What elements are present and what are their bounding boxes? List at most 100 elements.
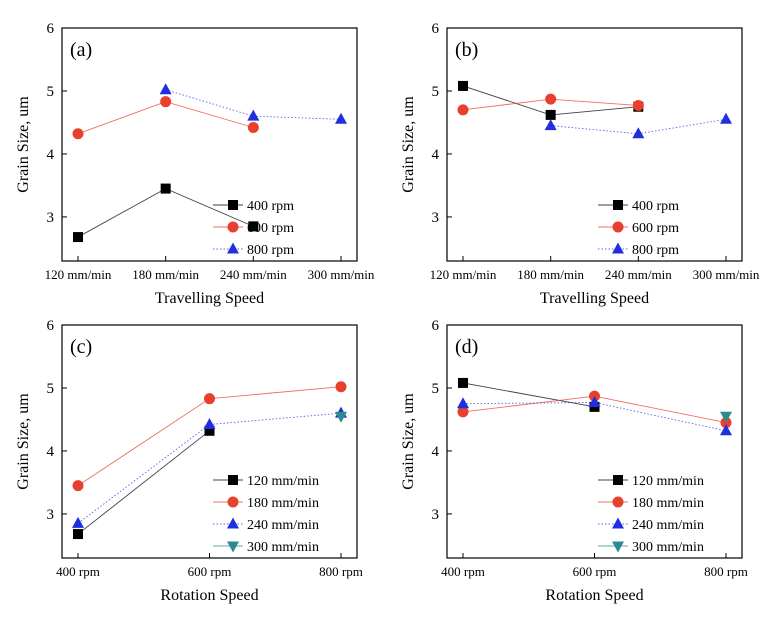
series-3	[457, 395, 732, 436]
legend-marker	[613, 475, 623, 485]
x-tick-label: 240 mm/min	[220, 267, 287, 282]
x-tick-label: 800 rpm	[319, 564, 363, 579]
legend-label: 120 mm/min	[632, 474, 704, 489]
series-line	[77, 430, 210, 535]
legend-marker	[227, 221, 239, 233]
y-axis-label: Grain Size, um	[400, 393, 417, 490]
y-tick-label: 3	[47, 507, 55, 523]
data-point	[720, 112, 732, 124]
legend-marker	[613, 200, 623, 210]
data-point	[588, 395, 601, 407]
series-4	[720, 411, 732, 423]
data-point	[457, 104, 469, 116]
data-point	[72, 516, 84, 528]
data-point	[458, 377, 468, 388]
series-3	[159, 83, 347, 124]
legend-label: 600 rpm	[247, 221, 294, 236]
y-tick-label: 5	[432, 381, 440, 397]
legend-marker	[612, 496, 624, 508]
legend-marker	[227, 242, 239, 254]
series-2	[72, 96, 259, 140]
chart-panel-2: 3 4 5 6 120 mm/min 180 mm/min 240 mm/min 300 mm…	[400, 21, 760, 307]
legend-label: 400 rpm	[247, 199, 294, 214]
panel-label: (b)	[455, 39, 478, 61]
data-point	[335, 381, 347, 393]
y-axis-label: Grain Size, um	[15, 393, 32, 490]
data-point	[457, 406, 469, 418]
data-point	[544, 119, 557, 131]
data-point	[632, 99, 644, 111]
data-point	[73, 529, 83, 540]
data-point	[545, 93, 557, 105]
x-tick-label: 600 rpm	[573, 564, 617, 579]
y-tick-label: 6	[47, 318, 55, 334]
series-3	[544, 112, 732, 139]
y-tick-label: 5	[432, 84, 440, 100]
legend-label: 600 rpm	[632, 221, 679, 236]
data-point	[160, 96, 172, 108]
chart-panel-4: 3 4 5 6 400 rpm 600 rpm 800 rpm Rotation Speed G…	[400, 318, 748, 604]
series-2	[457, 93, 644, 116]
y-tick-label: 3	[432, 210, 440, 226]
legend: 120 mm/min 180 mm/min 240 mm/min 300 mm/min	[213, 474, 319, 555]
x-tick-label: 120 mm/min	[430, 267, 497, 282]
data-point	[160, 183, 171, 194]
x-axis-label: Rotation Speed	[160, 587, 258, 604]
y-tick-label: 6	[432, 21, 440, 37]
y-tick-label: 3	[47, 210, 55, 226]
data-point	[545, 109, 556, 120]
legend: 400 rpm 600 rpm 800 rpm	[598, 199, 679, 258]
legend-marker	[612, 517, 624, 529]
legend-label: 180 mm/min	[632, 496, 704, 511]
series-line	[77, 188, 254, 238]
y-axis-label: Grain Size, um	[15, 96, 32, 193]
legend-marker	[612, 541, 624, 553]
data-point	[72, 480, 84, 492]
series-1	[458, 377, 600, 412]
x-axis-label: Rotation Speed	[545, 587, 643, 604]
legend-label: 240 mm/min	[247, 518, 319, 533]
panel-label: (a)	[70, 39, 92, 61]
chart-panel-3: 3 4 5 6 400 rpm 600 rpm 800 rpm Rotation Speed G…	[15, 318, 363, 604]
legend: 120 mm/min 180 mm/min 240 mm/min 300 mm/min	[598, 474, 704, 555]
data-point	[204, 425, 215, 436]
series-1	[73, 183, 259, 243]
x-tick-label: 240 mm/min	[605, 267, 672, 282]
legend-label: 120 mm/min	[247, 474, 319, 489]
legend-marker	[227, 541, 239, 553]
y-tick-label: 6	[432, 318, 440, 334]
legend-label: 300 mm/min	[632, 540, 704, 555]
legend-marker	[227, 496, 239, 508]
data-point	[335, 112, 347, 124]
plot-frame	[61, 27, 358, 262]
data-point	[247, 109, 260, 121]
x-tick-label: 400 rpm	[56, 564, 100, 579]
series-4	[335, 411, 347, 423]
x-axis-label: Travelling Speed	[155, 290, 264, 307]
y-tick-label: 4	[47, 444, 55, 460]
data-point	[458, 80, 468, 91]
data-point	[632, 127, 645, 139]
x-tick-label: 120 mm/min	[45, 267, 112, 282]
y-tick-label: 4	[47, 147, 55, 163]
data-point	[720, 424, 732, 436]
legend-marker	[227, 517, 239, 529]
series-1	[73, 425, 215, 540]
legend-label: 240 mm/min	[632, 518, 704, 533]
x-tick-label: 300 mm/min	[693, 267, 760, 282]
panel-label: (c)	[70, 336, 92, 358]
data-point	[203, 417, 216, 429]
data-point	[204, 393, 215, 405]
series-line	[462, 402, 727, 432]
plot-frame	[446, 27, 743, 262]
legend-marker	[228, 475, 238, 485]
data-point	[247, 121, 259, 133]
x-tick-label: 180 mm/min	[132, 267, 199, 282]
data-point	[73, 232, 83, 243]
data-point	[720, 411, 732, 423]
data-point	[248, 221, 259, 232]
legend-marker	[228, 200, 238, 210]
data-point	[335, 411, 347, 423]
chart-panel-1: 3 4 5 6 120 mm/min 180 mm/min 240 mm/min 300 mm…	[15, 21, 375, 307]
